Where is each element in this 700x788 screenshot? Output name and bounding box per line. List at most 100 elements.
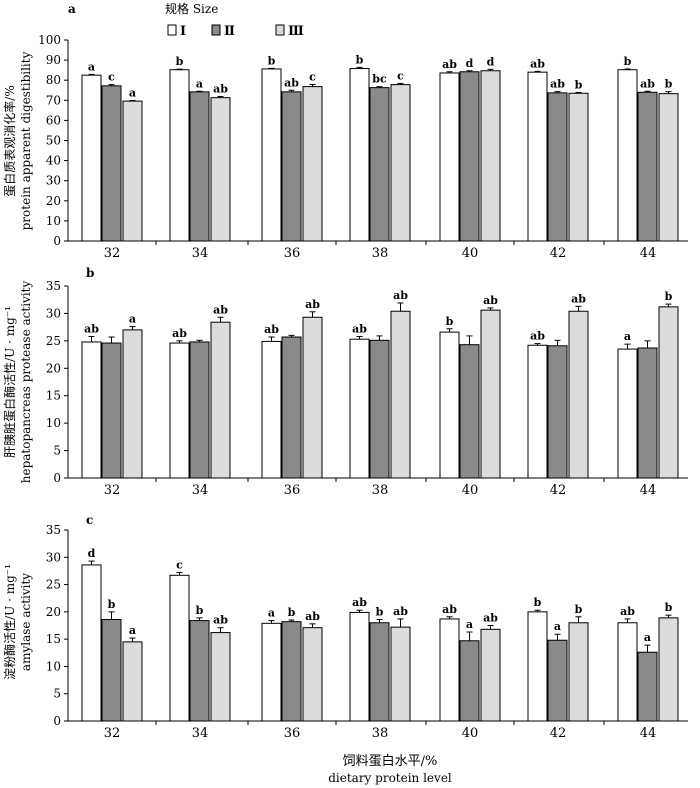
panel-b-y-tick-label: 35 (46, 279, 61, 293)
panel-c-bar (439, 618, 460, 722)
panel-a-bar (568, 92, 589, 242)
panel-a-bar (617, 69, 638, 242)
panel-c-category-label: 36 (284, 726, 301, 741)
panel-letter-a: a (68, 2, 76, 16)
panel-c-category-label: 32 (104, 726, 121, 741)
legend-swatch-2 (211, 24, 221, 36)
legend: 规格 Size Ⅰ Ⅱ Ⅲ (165, 1, 304, 39)
panel-a-bar (369, 87, 390, 242)
panel-c-category-label: 44 (640, 726, 657, 741)
panel-b-significance-label: ab (84, 322, 99, 335)
panel-a-category-label: 42 (550, 246, 567, 261)
legend-label-1: Ⅰ (180, 24, 186, 39)
panel-c-bar (658, 617, 679, 722)
panel-c-significance-label: ab (620, 605, 635, 618)
panel-a-significance-label: bc (372, 73, 387, 86)
panel-c-bar (122, 641, 143, 722)
panel-b-y-tick-label: 15 (46, 389, 61, 403)
panel-c-bar (101, 618, 122, 722)
panel-a-significance-label: a (196, 77, 203, 90)
panel-a-y-tick-label: 100 (38, 33, 61, 47)
panel-c-category-label: 38 (372, 726, 389, 741)
panel-b-y-tick-label: 20 (46, 361, 61, 375)
panel-b-significance-label: a (624, 330, 631, 343)
panel-a-y-tick-label: 60 (46, 113, 61, 127)
legend-label-2: Ⅱ (224, 24, 235, 39)
panel-a-bar (261, 68, 282, 242)
panel-b-bar (281, 336, 302, 479)
panel-b-bar (81, 341, 102, 479)
panel-a-y-tick-label: 20 (46, 194, 61, 208)
panel-c-category-label: 34 (192, 726, 209, 741)
panel-b-bar (302, 316, 323, 479)
panel-a-y-tick-label: 80 (46, 73, 61, 87)
panel-b-category-label: 44 (640, 483, 657, 498)
panel-a-bar (169, 69, 190, 242)
panel-a-significance-label: d (466, 57, 474, 70)
panel-a-y-tick-label: 90 (46, 53, 61, 67)
panel-c-bar (459, 640, 480, 722)
panel-a-category-label: 44 (640, 246, 657, 261)
panel-c-y-tick-label: 15 (46, 632, 61, 646)
panel-a-significance-label: ab (550, 78, 565, 91)
panel-a-y-tick-label: 30 (46, 174, 61, 188)
panel-a-significance-label: ab (640, 77, 655, 90)
panel-b-bar (527, 344, 548, 479)
panel-b-y-tick-label: 0 (53, 471, 61, 485)
panel-a-category-label: 34 (192, 246, 209, 261)
panel-a-bar (658, 93, 679, 242)
panel-b-significance-label: ab (571, 292, 586, 305)
panel-a-bar (349, 68, 370, 242)
panel-a-significance-label: b (575, 78, 583, 91)
panel-b-significance-label: b (665, 290, 673, 303)
x-axis-title-cn: 饲料蛋白水平/% (343, 753, 438, 769)
panel-c-bar (480, 628, 501, 722)
panel-c-bar (617, 622, 638, 722)
panel-a-bar (390, 84, 411, 242)
panel-b-category-label: 38 (372, 483, 389, 498)
panel-a-significance-label: ab (530, 57, 545, 70)
panel-b-significance-label: ab (393, 289, 408, 302)
panel-b-bar (369, 339, 390, 479)
panel-c-y-tick-label: 35 (46, 523, 61, 537)
panel-b-significance-label: b (446, 315, 454, 328)
panel-b-bar (210, 321, 231, 479)
panel-a-bar (637, 91, 658, 242)
panel-b-bar (617, 348, 638, 479)
panel-c-significance-label: ab (352, 596, 367, 609)
panel-b-bar (169, 342, 190, 479)
panel-c-bar (568, 622, 589, 722)
panel-a-bar (480, 70, 501, 242)
panel-a-y-tick-label: 0 (53, 234, 61, 248)
panel-c-significance-label: ab (442, 603, 457, 616)
panel-c-y-tick-label: 0 (53, 714, 61, 728)
panel-a-bar (210, 97, 231, 242)
panel-b-bar (189, 341, 210, 479)
panel-c-significance-label: b (575, 603, 583, 616)
panel-a-bar (302, 86, 323, 242)
panel-a-significance-label: b (356, 53, 364, 66)
panel-b: b 肝胰脏蛋白酶活性/U · mg⁻¹ hepatopancreas prote… (2, 266, 688, 498)
panel-a-bar (439, 72, 460, 242)
panel-a-category-label: 32 (104, 246, 121, 261)
panel-b-bar (261, 340, 282, 479)
panel-b-significance-label: ab (172, 327, 187, 340)
panel-b-bar (568, 310, 589, 479)
panel-b-y-tick-label: 10 (46, 416, 61, 430)
panel-a-bar (547, 92, 568, 242)
panel-a: a 蛋白质表观消化率/% protein apparent digestibil… (2, 2, 688, 261)
panel-c-bar (281, 621, 302, 722)
panel-c-bar (210, 632, 231, 722)
panel-c-significance-label: ab (213, 614, 228, 627)
panel-b-significance-label: ab (305, 298, 320, 311)
panel-b-category-label: 34 (192, 483, 209, 498)
panel-b-significance-label: ab (483, 294, 498, 307)
legend-title: 规格 Size (165, 1, 218, 16)
panel-a-significance-label: d (487, 55, 495, 68)
panel-c-category-label: 42 (550, 726, 567, 741)
panel-b-category-label: 42 (550, 483, 567, 498)
panel-b-y-tick-label: 30 (46, 306, 61, 320)
panel-a-significance-label: ab (213, 82, 228, 95)
panel-c-significance-label: b (665, 601, 673, 614)
panel-a-bar (281, 91, 302, 242)
